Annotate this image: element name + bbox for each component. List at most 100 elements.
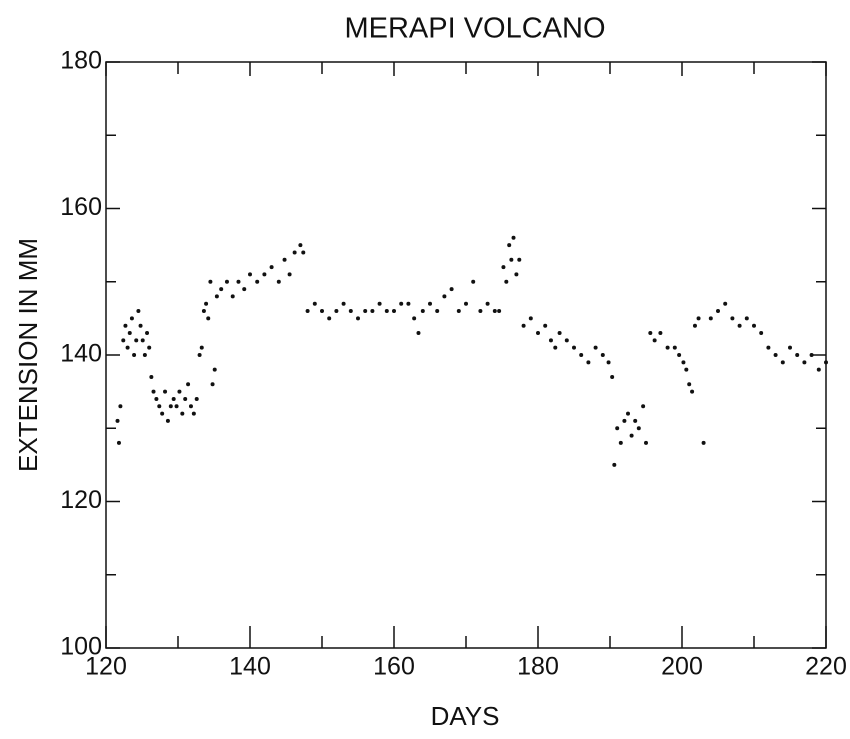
data-point <box>759 331 764 336</box>
data-point <box>212 367 217 372</box>
data-point <box>509 257 514 262</box>
data-point <box>471 279 476 284</box>
data-point <box>626 411 630 416</box>
data-point <box>633 418 638 423</box>
data-point <box>224 279 229 284</box>
data-point <box>652 338 657 343</box>
data-point <box>154 396 159 401</box>
data-point <box>517 257 522 262</box>
data-point <box>168 404 173 409</box>
data-point <box>140 338 145 343</box>
data-point <box>618 440 623 445</box>
data-point <box>186 382 191 387</box>
data-point <box>129 316 134 321</box>
data-point <box>219 287 224 292</box>
data-point <box>392 309 396 314</box>
data-point <box>183 396 188 401</box>
y-tick-label: 160 <box>60 193 102 221</box>
data-point <box>123 323 128 328</box>
data-point <box>723 301 728 306</box>
data-point <box>188 404 193 409</box>
data-point <box>160 411 165 416</box>
data-point <box>716 309 720 314</box>
data-point <box>125 345 130 350</box>
data-point <box>356 316 360 321</box>
data-point <box>696 316 701 321</box>
data-point <box>536 331 540 336</box>
data-point <box>809 353 814 357</box>
data-point <box>629 433 634 438</box>
data-point <box>194 396 199 401</box>
data-point <box>204 301 209 306</box>
x-tick-label: 200 <box>661 653 703 681</box>
data-point <box>600 353 605 357</box>
y-tick-label: 180 <box>60 47 102 75</box>
data-point <box>363 309 368 314</box>
data-point <box>157 404 162 409</box>
data-point <box>147 345 152 350</box>
data-point <box>514 272 519 277</box>
data-point <box>766 345 771 350</box>
data-point <box>287 272 292 277</box>
data-point <box>690 389 695 394</box>
data-point <box>593 345 598 350</box>
data-point <box>802 360 807 365</box>
data-point <box>174 404 179 409</box>
data-point <box>399 301 404 306</box>
data-point <box>121 338 126 343</box>
data-point <box>292 250 297 255</box>
data-point <box>149 374 154 379</box>
data-point <box>210 382 215 387</box>
data-point <box>230 294 235 299</box>
x-axis-label: DAYS <box>431 701 500 731</box>
x-tick-label: 180 <box>517 653 559 681</box>
data-point <box>687 382 692 387</box>
data-point <box>163 389 168 394</box>
data-point <box>420 309 425 314</box>
data-point <box>622 418 627 423</box>
data-point <box>214 294 219 299</box>
data-point <box>282 257 287 262</box>
data-point <box>780 360 785 365</box>
data-point <box>504 279 509 284</box>
data-point <box>116 440 121 445</box>
data-point <box>305 309 310 314</box>
data-point <box>816 367 821 372</box>
y-tick-label: 100 <box>60 633 102 661</box>
data-point <box>312 301 317 306</box>
data-point <box>248 272 252 277</box>
data-point <box>348 309 353 314</box>
y-tick-label: 120 <box>60 486 102 514</box>
x-tick-label: 220 <box>805 653 847 681</box>
data-point <box>636 426 641 431</box>
data-point <box>151 389 156 394</box>
data-point <box>197 353 202 357</box>
x-tick-label: 140 <box>229 653 271 681</box>
data-point <box>586 360 591 365</box>
data-point <box>327 316 332 321</box>
data-point <box>442 294 447 299</box>
data-point <box>449 287 454 292</box>
data-point <box>610 374 615 379</box>
data-point <box>138 323 143 328</box>
data-point <box>557 331 562 336</box>
y-tick-label: 140 <box>60 340 102 368</box>
data-point <box>548 338 553 343</box>
data-point <box>132 353 137 357</box>
data-point <box>464 301 468 306</box>
data-point <box>208 279 213 284</box>
data-point <box>773 353 778 357</box>
data-point <box>334 309 339 314</box>
data-point <box>497 309 502 314</box>
data-point <box>511 235 516 240</box>
data-point <box>615 426 620 431</box>
data-point <box>370 309 375 314</box>
data-point <box>485 301 490 306</box>
data-point <box>521 323 526 328</box>
data-point <box>412 316 417 321</box>
data-point <box>142 353 147 357</box>
data-point <box>255 279 260 284</box>
data-point <box>199 345 204 350</box>
data-point <box>456 309 461 314</box>
